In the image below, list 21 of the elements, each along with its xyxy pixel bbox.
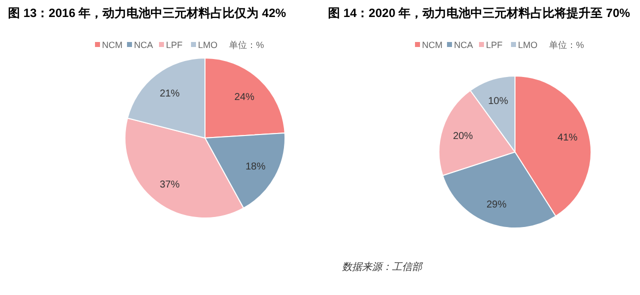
legend-label: NCA (134, 40, 154, 50)
data-label: 10% (488, 96, 508, 107)
chart-title: 图 13：2016 年，动力电池中三元材料占比仅为 42% (8, 6, 286, 20)
data-label: 24% (234, 92, 255, 104)
chart-title: 图 14：2020 年，动力电池中三元材料占比将提升至 70% (328, 6, 630, 20)
legend-label: NCA (454, 40, 474, 50)
data-label: 37% (160, 180, 180, 191)
legend-label: LPF (166, 40, 184, 50)
data-label: 41% (558, 132, 578, 144)
data-label: 20% (452, 131, 474, 142)
legend-label: LMO (518, 40, 538, 50)
legend-label: LMO (198, 40, 218, 50)
source-note: 数据来源：工信部 (342, 261, 424, 273)
text: 单位：% (229, 40, 264, 50)
legend-label: NCM (422, 40, 442, 50)
legend-label: NCM (102, 40, 122, 50)
legend-label: LPF (486, 40, 504, 50)
data-label: 18% (245, 162, 266, 173)
data-label: 29% (486, 199, 507, 210)
data-label: 21% (160, 88, 180, 100)
text: 单位：% (549, 40, 584, 50)
